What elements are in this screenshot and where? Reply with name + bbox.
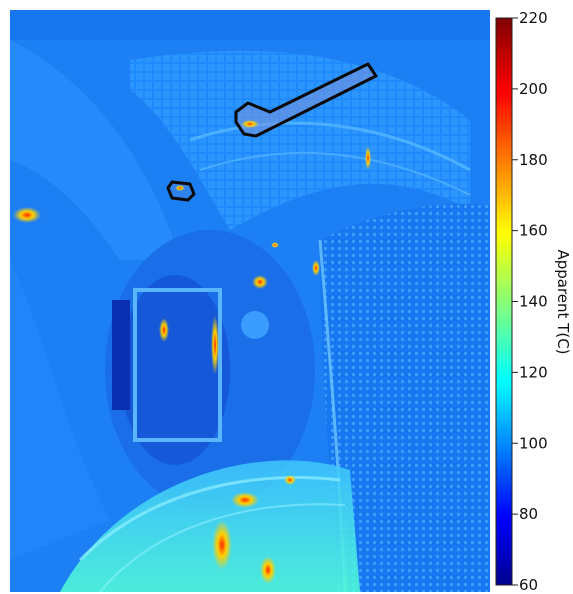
colorbar-tick-label: 180 <box>519 151 548 169</box>
floor-rib-2 <box>99 503 346 593</box>
colorbar-label: Apparent T(C) <box>554 249 572 354</box>
hot-spot-floor-2 <box>231 492 259 508</box>
colorbar-tick-label: 80 <box>519 505 538 523</box>
hot-spot-port-right <box>211 315 219 375</box>
hot-spot-floor-4 <box>284 475 296 485</box>
floor-rib <box>78 476 341 562</box>
ceiling-arch <box>130 50 470 230</box>
colorbar-tick-label: 140 <box>519 293 548 311</box>
hot-spot-left-edge <box>13 207 41 223</box>
hot-spot-small-1 <box>271 242 279 248</box>
central-port-inner <box>120 275 230 465</box>
roi-outline-small <box>166 180 196 202</box>
ceiling-ribs <box>189 121 471 172</box>
colorbar-tick-label: 160 <box>519 222 548 240</box>
roi-small-hot <box>175 185 185 191</box>
right-wall-panel <box>320 203 490 593</box>
colorbar-tick-label: 100 <box>519 434 548 452</box>
left-wall <box>10 40 180 260</box>
colorbar-tick-label: 200 <box>519 80 548 98</box>
colorbar-gradient <box>496 18 512 585</box>
colorbar-tick-label: 120 <box>519 363 548 381</box>
image-top-band <box>10 10 490 40</box>
hot-spot-floor-3 <box>260 556 276 584</box>
colorbar-tick-label: 220 <box>519 9 548 27</box>
hot-spot-center <box>252 275 268 289</box>
hot-spot-right-wall <box>365 146 371 170</box>
colorbar-tick-label: 60 <box>519 576 538 594</box>
left-lower-wall <box>10 260 110 560</box>
colorbar-ticks: 220 200 180 160 140 120 100 80 60 <box>512 9 548 594</box>
port-knob <box>241 311 269 339</box>
roi-hot-inside <box>241 120 259 128</box>
hot-spot-right-small <box>312 260 320 276</box>
hot-spot-port-left <box>159 318 169 342</box>
roi-outline-large <box>234 62 378 138</box>
ceiling-ribs-2 <box>199 151 471 196</box>
port-dark-slot <box>112 300 130 410</box>
port-frame <box>133 288 222 442</box>
hot-spot-floor-1 <box>212 520 232 570</box>
